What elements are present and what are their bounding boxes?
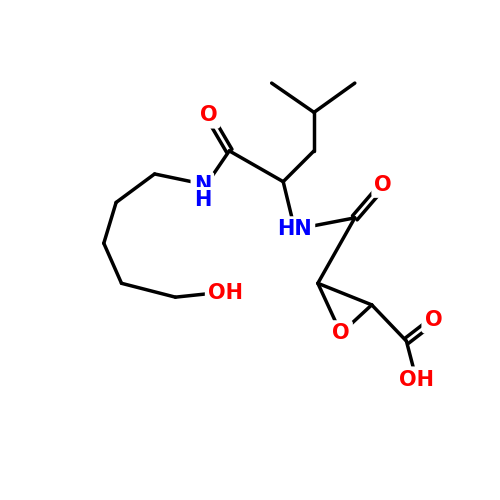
Text: O: O: [424, 310, 442, 330]
Text: OH: OH: [399, 370, 434, 390]
Text: O: O: [200, 106, 218, 126]
Text: OH: OH: [208, 282, 243, 302]
Text: HN: HN: [278, 220, 312, 240]
Text: O: O: [332, 324, 350, 344]
Text: H: H: [194, 190, 211, 210]
Text: O: O: [374, 174, 392, 195]
Text: N: N: [194, 174, 211, 195]
